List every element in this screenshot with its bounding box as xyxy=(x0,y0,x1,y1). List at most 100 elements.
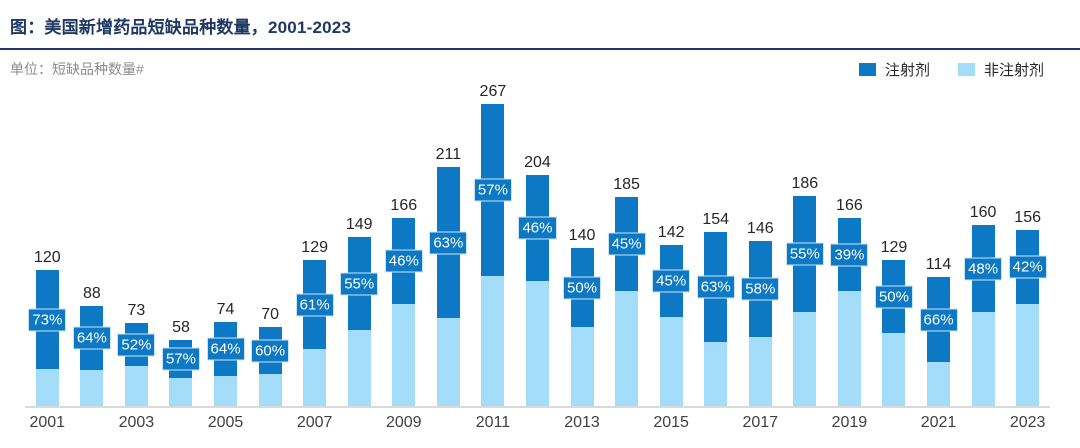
injectable-pct-badge: 46% xyxy=(384,249,423,273)
bar-group: 74 64% xyxy=(203,301,248,406)
bar-group: 149 55% xyxy=(337,216,382,406)
bar-total-label: 149 xyxy=(345,216,373,233)
bar-group: 58 57% xyxy=(159,319,204,406)
x-tick-label xyxy=(783,413,828,433)
non-injectable-segment xyxy=(436,318,460,406)
legend-item-injectable: 注射剂 xyxy=(858,59,930,80)
stacked-bar: 57% xyxy=(473,104,512,406)
non-injectable-segment xyxy=(169,378,193,406)
bar-group: 185 45% xyxy=(604,176,649,406)
bar-total-label: 70 xyxy=(261,306,279,323)
x-tick-label xyxy=(604,413,649,433)
non-injectable-segment xyxy=(927,362,951,406)
non-injectable-segment xyxy=(1016,304,1040,406)
bar-group: 114 66% xyxy=(916,256,961,406)
unit-label: 单位：短缺品种数量# xyxy=(10,61,144,77)
injectable-pct-badge: 42% xyxy=(1008,255,1047,279)
stacked-bar: 50% xyxy=(563,248,602,406)
bar-total-label: 154 xyxy=(702,211,730,228)
non-injectable-segment xyxy=(525,281,549,406)
non-injectable-segment xyxy=(258,374,282,406)
non-injectable-segment xyxy=(303,349,327,406)
non-injectable-segment xyxy=(392,304,416,406)
x-tick-label: 2001 xyxy=(29,414,66,431)
meta-row: 单位：短缺品种数量# 注射剂 非注射剂 xyxy=(10,58,1044,80)
stacked-bar: 66% xyxy=(919,277,958,406)
injectable-pct-badge: 46% xyxy=(518,216,557,240)
bar-group: 166 39% xyxy=(827,197,872,406)
stacked-bar: 73% xyxy=(28,270,67,406)
x-tick-label: 2021 xyxy=(920,414,957,431)
bar-total-label: 185 xyxy=(613,176,640,193)
non-injectable-segment xyxy=(80,370,104,406)
legend-label-injectable: 注射剂 xyxy=(884,61,930,79)
x-tick-label: 2023 xyxy=(1009,414,1046,431)
figure-title: 图：美国新增药品短缺品种数量，2001-2023 xyxy=(10,18,352,37)
stacked-bar: 61% xyxy=(295,260,334,406)
bar-total-label: 142 xyxy=(657,224,685,241)
legend: 注射剂 非注射剂 xyxy=(858,59,1044,80)
bar-total-label: 156 xyxy=(1014,209,1041,226)
bar-group: 140 50% xyxy=(560,227,605,406)
injectable-pct-badge: 52% xyxy=(117,333,156,356)
bar-total-label: 58 xyxy=(172,319,190,336)
stacked-bar: 46% xyxy=(518,175,557,406)
bar-group: 204 46% xyxy=(515,154,560,406)
stacked-bar: 64% xyxy=(72,306,111,406)
injectable-pct-badge: 39% xyxy=(830,243,869,266)
bar-group: 166 46% xyxy=(382,197,427,406)
stacked-bar: 39% xyxy=(830,218,869,406)
injectable-pct-badge: 50% xyxy=(874,285,913,308)
bar-total-label: 160 xyxy=(969,204,997,221)
bar-total-label: 74 xyxy=(216,301,235,318)
bar-group: 186 55% xyxy=(783,175,828,406)
bar-total-label: 211 xyxy=(435,146,462,163)
x-tick-label xyxy=(70,413,115,433)
x-tick-label: 2017 xyxy=(742,414,779,431)
non-injectable-segment xyxy=(481,276,505,406)
stacked-bar: 42% xyxy=(1008,230,1047,406)
injectable-pct-badge: 45% xyxy=(607,232,646,256)
non-injectable-segment xyxy=(615,291,639,406)
bar-total-label: 166 xyxy=(390,197,418,214)
injectable-pct-badge: 50% xyxy=(563,276,602,299)
stacked-bar: 45% xyxy=(652,245,691,406)
x-tick-label: 2013 xyxy=(564,414,600,431)
bar-group: 129 50% xyxy=(872,239,917,406)
bar-total-label: 267 xyxy=(479,83,507,100)
stacked-bar: 52% xyxy=(117,323,156,406)
stacked-bar-chart: 120 73% 88 64% 73 52% 58 57% 74 xyxy=(25,80,1050,408)
injectable-pct-badge: 64% xyxy=(206,337,245,361)
non-injectable-segment xyxy=(124,366,148,406)
injectable-swatch-icon xyxy=(858,62,876,76)
x-tick-label xyxy=(159,413,204,433)
non-injectable-swatch-icon xyxy=(957,62,975,76)
x-tick-label: 2019 xyxy=(831,414,868,431)
bar-group: 156 42% xyxy=(1005,209,1050,406)
stacked-bar: 55% xyxy=(785,196,824,406)
non-injectable-segment xyxy=(347,330,371,406)
injectable-pct-badge: 57% xyxy=(161,347,200,371)
injectable-pct-badge: 55% xyxy=(785,242,824,266)
x-tick-label xyxy=(872,413,917,433)
bar-group: 154 63% xyxy=(693,211,738,406)
non-injectable-segment xyxy=(971,312,995,406)
injectable-pct-badge: 64% xyxy=(72,326,111,350)
x-tick-label: 2003 xyxy=(118,414,155,431)
bar-group: 88 64% xyxy=(70,285,115,406)
injectable-pct-badge: 55% xyxy=(340,272,379,295)
injectable-pct-badge: 48% xyxy=(964,257,1003,280)
non-injectable-segment xyxy=(570,327,594,406)
non-injectable-segment xyxy=(793,312,817,406)
x-tick-label: 2009 xyxy=(385,414,422,431)
stacked-bar: 50% xyxy=(874,260,913,406)
bar-group: 267 57% xyxy=(471,83,516,406)
bar-group: 129 61% xyxy=(292,239,337,406)
non-injectable-segment xyxy=(748,337,772,406)
title-divider xyxy=(0,48,1080,50)
x-tick-label xyxy=(961,413,1006,433)
stacked-bar: 55% xyxy=(340,237,379,406)
bar-total-label: 73 xyxy=(127,302,146,319)
stacked-bar: 63% xyxy=(429,167,468,406)
